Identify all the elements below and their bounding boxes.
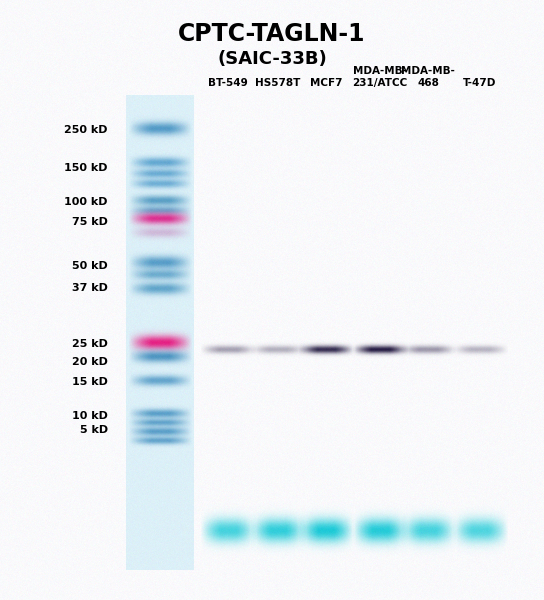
Text: HS578T: HS578T xyxy=(255,78,301,88)
Text: CPTC-TAGLN-1: CPTC-TAGLN-1 xyxy=(178,22,366,46)
Text: (SAIC-33B): (SAIC-33B) xyxy=(217,50,327,68)
Text: T-47D: T-47D xyxy=(463,78,497,88)
Text: 5 kD: 5 kD xyxy=(80,425,108,435)
Text: 250 kD: 250 kD xyxy=(65,125,108,135)
Text: 37 kD: 37 kD xyxy=(72,283,108,293)
Text: 15 kD: 15 kD xyxy=(72,377,108,387)
Text: MDA-MB-
231/ATCC: MDA-MB- 231/ATCC xyxy=(353,67,407,88)
Text: 150 kD: 150 kD xyxy=(65,163,108,173)
Text: BT-549: BT-549 xyxy=(208,78,248,88)
Text: MCF7: MCF7 xyxy=(310,78,342,88)
Text: 25 kD: 25 kD xyxy=(72,339,108,349)
Text: 20 kD: 20 kD xyxy=(72,357,108,367)
Text: 75 kD: 75 kD xyxy=(72,217,108,227)
Text: 100 kD: 100 kD xyxy=(65,197,108,207)
Text: MDA-MB-
468: MDA-MB- 468 xyxy=(401,67,455,88)
Text: 50 kD: 50 kD xyxy=(72,261,108,271)
Text: 10 kD: 10 kD xyxy=(72,411,108,421)
